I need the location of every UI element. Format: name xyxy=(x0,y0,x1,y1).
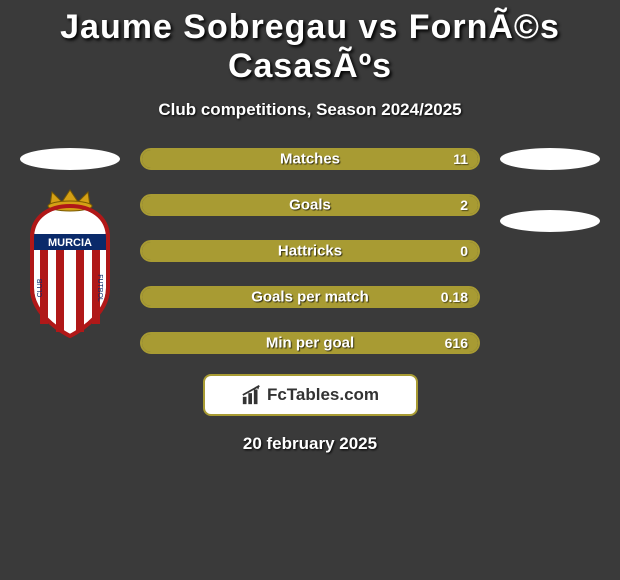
stat-row-matches: Matches 11 xyxy=(140,148,480,170)
right-player-column xyxy=(500,148,600,232)
right-club-badge-placeholder xyxy=(500,210,600,232)
stat-label: Matches xyxy=(280,151,340,168)
main-row: MURCIA CLUB FUTBOL Matches 11 Goals 2 xyxy=(0,148,620,354)
stat-right-value: 2 xyxy=(460,197,468,213)
page-title: Jaume Sobregau vs FornÃ©s CasasÃºs xyxy=(0,8,620,86)
stat-row-min-per-goal: Min per goal 616 xyxy=(140,332,480,354)
subtitle: Club competitions, Season 2024/2025 xyxy=(0,100,620,120)
left-club-badge: MURCIA CLUB FUTBOL xyxy=(20,188,120,338)
stat-right-value: 616 xyxy=(445,335,468,351)
stat-row-goals: Goals 2 xyxy=(140,194,480,216)
stat-right-value: 0.18 xyxy=(441,289,468,305)
date-text: 20 february 2025 xyxy=(0,434,620,454)
stat-label: Hattricks xyxy=(278,243,342,260)
branding-text: FcTables.com xyxy=(267,385,379,405)
svg-text:FUTBOL: FUTBOL xyxy=(96,274,103,302)
stat-label: Min per goal xyxy=(266,335,354,352)
stat-label: Goals xyxy=(289,197,331,214)
stats-column: Matches 11 Goals 2 Hattricks 0 Goals per… xyxy=(140,148,480,354)
svg-text:CLUB: CLUB xyxy=(37,278,44,297)
stat-row-hattricks: Hattricks 0 xyxy=(140,240,480,262)
left-player-column: MURCIA CLUB FUTBOL xyxy=(20,148,120,338)
right-player-photo-placeholder xyxy=(500,148,600,170)
left-player-photo-placeholder xyxy=(20,148,120,170)
svg-text:MURCIA: MURCIA xyxy=(48,237,92,249)
stat-right-value: 0 xyxy=(460,243,468,259)
branding-box: FcTables.com xyxy=(203,374,418,416)
stat-label: Goals per match xyxy=(251,289,369,306)
stat-right-value: 11 xyxy=(453,151,468,167)
stat-row-goals-per-match: Goals per match 0.18 xyxy=(140,286,480,308)
comparison-card: Jaume Sobregau vs FornÃ©s CasasÃºs Club … xyxy=(0,0,620,454)
chart-icon xyxy=(241,384,263,406)
